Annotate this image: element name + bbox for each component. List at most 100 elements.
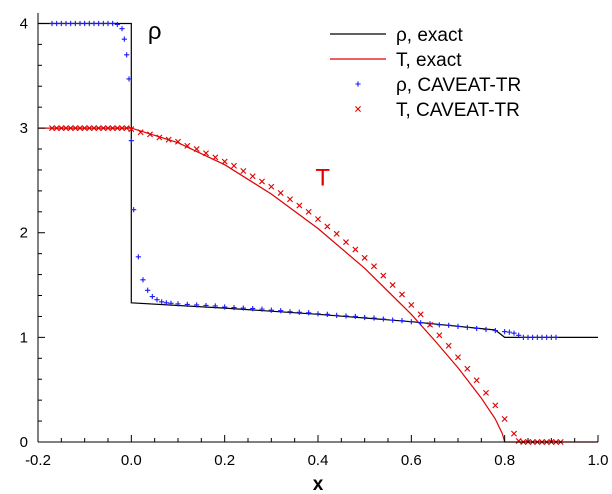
data-point bbox=[371, 315, 377, 321]
data-point bbox=[100, 20, 106, 27]
data-point bbox=[399, 318, 405, 324]
series-2 bbox=[38, 127, 598, 443]
x-axis-title: x bbox=[313, 474, 324, 494]
data-point bbox=[194, 302, 200, 308]
data-point bbox=[306, 310, 312, 316]
data-point bbox=[86, 125, 93, 132]
data-point bbox=[175, 301, 181, 307]
data-point bbox=[408, 319, 414, 325]
legend-label: ρ, CAVEAT-TR bbox=[396, 75, 521, 96]
data-point bbox=[231, 304, 237, 311]
data-point bbox=[544, 334, 550, 340]
data-point bbox=[259, 306, 265, 312]
data-point bbox=[334, 312, 340, 318]
data-point bbox=[231, 162, 237, 169]
data-point bbox=[105, 20, 111, 27]
data-point bbox=[520, 334, 526, 340]
data-point bbox=[203, 302, 209, 309]
data-point bbox=[126, 76, 132, 82]
data-point bbox=[539, 334, 545, 340]
data-point bbox=[446, 322, 452, 328]
data-point bbox=[86, 20, 92, 27]
data-point bbox=[511, 330, 517, 336]
data-point bbox=[67, 125, 74, 132]
data-point bbox=[502, 329, 508, 335]
data-point bbox=[474, 325, 480, 332]
annotation-label: T bbox=[315, 165, 330, 192]
data-point bbox=[240, 168, 247, 174]
data-point bbox=[109, 125, 116, 132]
data-point bbox=[114, 21, 120, 28]
data-point bbox=[445, 342, 452, 349]
data-point bbox=[63, 20, 69, 27]
data-point bbox=[315, 311, 321, 317]
data-point bbox=[296, 202, 303, 209]
data-point bbox=[193, 146, 200, 153]
data-point bbox=[464, 365, 471, 372]
legend: ρ, exact T, exact ρ, CAVEAT-TR T, CAVEAT-TR bbox=[330, 25, 521, 121]
data-point bbox=[77, 20, 83, 27]
y-tick-label: 0 bbox=[20, 434, 28, 451]
data-point bbox=[516, 332, 522, 338]
data-point bbox=[455, 354, 461, 361]
data-point bbox=[343, 239, 349, 246]
data-point bbox=[436, 322, 442, 328]
data-point bbox=[82, 20, 88, 27]
y-tick-label: 2 bbox=[20, 225, 28, 242]
data-point bbox=[278, 308, 284, 314]
data-point bbox=[464, 324, 470, 331]
series-3 bbox=[49, 20, 559, 340]
data-point bbox=[124, 52, 130, 58]
data-point bbox=[436, 332, 443, 339]
data-point bbox=[58, 20, 64, 27]
data-point bbox=[58, 125, 65, 132]
data-point bbox=[324, 223, 331, 230]
data-point bbox=[163, 300, 169, 306]
data-point bbox=[156, 134, 163, 141]
data-point bbox=[121, 36, 127, 42]
data-point bbox=[145, 287, 151, 293]
data-point bbox=[371, 263, 377, 270]
data-point bbox=[72, 20, 78, 27]
data-point bbox=[81, 125, 88, 132]
data-point bbox=[506, 329, 512, 335]
data-point bbox=[63, 125, 69, 132]
data-point bbox=[131, 207, 137, 213]
data-point bbox=[49, 125, 55, 132]
data-point bbox=[530, 334, 536, 340]
data-point bbox=[305, 208, 312, 215]
data-point bbox=[212, 154, 219, 161]
x-tick-label: 0.4 bbox=[308, 452, 329, 469]
series-4 bbox=[49, 125, 564, 445]
x-tick-label: 0.8 bbox=[494, 452, 515, 469]
x-tick-label: -0.2 bbox=[25, 452, 51, 469]
x-tick-label: 1.0 bbox=[588, 452, 609, 469]
data-point bbox=[105, 125, 111, 132]
data-point bbox=[361, 254, 368, 261]
series-line bbox=[38, 127, 598, 443]
data-point bbox=[250, 305, 256, 312]
data-point bbox=[114, 125, 121, 132]
legend-label: ρ, exact bbox=[396, 25, 463, 46]
data-point bbox=[119, 26, 125, 32]
data-point bbox=[492, 327, 498, 334]
x-tick-label: 0.0 bbox=[121, 452, 142, 469]
data-point bbox=[483, 389, 489, 396]
x-tick-label: 0.6 bbox=[401, 452, 422, 469]
data-point bbox=[548, 334, 554, 340]
data-point bbox=[159, 299, 165, 305]
data-point bbox=[389, 282, 396, 289]
data-point bbox=[417, 311, 424, 318]
data-point bbox=[249, 173, 256, 180]
data-point bbox=[168, 300, 174, 306]
data-point bbox=[324, 311, 330, 317]
data-point bbox=[380, 316, 386, 322]
data-point bbox=[473, 377, 480, 384]
data-point bbox=[110, 20, 116, 27]
legend-label: T, CAVEAT-TR bbox=[396, 100, 520, 121]
y-tick-label: 1 bbox=[20, 329, 28, 346]
data-point bbox=[553, 334, 559, 340]
data-point bbox=[390, 317, 396, 323]
data-point bbox=[525, 334, 531, 340]
data-point bbox=[77, 125, 83, 132]
